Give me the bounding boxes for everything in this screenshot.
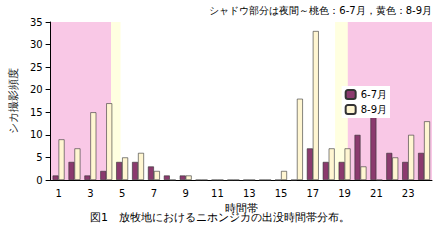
svg-text:時間帯: 時間帯	[224, 201, 258, 215]
svg-text:10: 10	[30, 129, 43, 140]
svg-text:25: 25	[30, 62, 43, 73]
svg-text:15: 15	[275, 188, 288, 199]
svg-text:35: 35	[30, 17, 43, 28]
svg-text:1: 1	[55, 188, 61, 199]
svg-text:5: 5	[119, 188, 125, 199]
svg-text:6-7月: 6-7月	[361, 89, 387, 100]
svg-text:13: 13	[243, 188, 256, 199]
svg-text:8-9月: 8-9月	[361, 104, 387, 115]
svg-text:0: 0	[36, 175, 42, 186]
svg-text:9: 9	[183, 188, 189, 199]
svg-text:17: 17	[306, 188, 319, 199]
svg-text:シカ撮影頻度: シカ撮影頻度	[7, 68, 20, 134]
svg-text:15: 15	[30, 107, 43, 118]
svg-text:図1 放牧地におけるニホンジカの出没時間帯分布。: 図1 放牧地におけるニホンジカの出没時間帯分布。	[90, 211, 350, 224]
svg-text:3: 3	[87, 188, 93, 199]
svg-text:30: 30	[30, 39, 43, 50]
svg-text:21: 21	[370, 188, 383, 199]
svg-text:11: 11	[211, 188, 224, 199]
svg-text:20: 20	[30, 84, 43, 95]
svg-text:シャドウ部分は夜間～桃色：6-7月，黄色：8-9月: シャドウ部分は夜間～桃色：6-7月，黄色：8-9月	[209, 5, 432, 16]
svg-text:5: 5	[36, 152, 42, 163]
svg-text:19: 19	[338, 188, 351, 199]
svg-text:7: 7	[151, 188, 157, 199]
svg-text:23: 23	[402, 188, 415, 199]
